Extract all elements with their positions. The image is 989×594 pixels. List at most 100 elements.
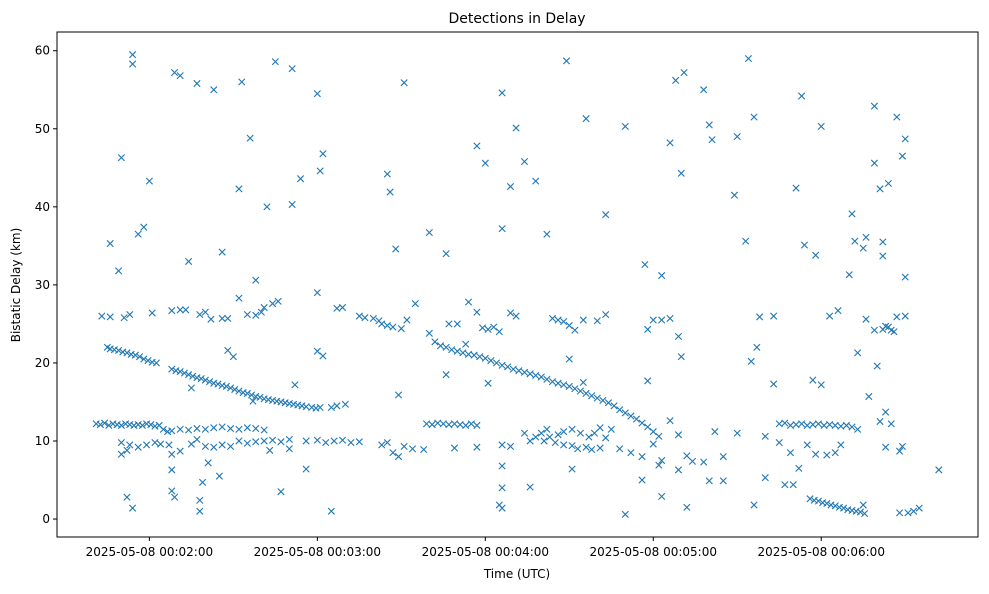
data-point: [473, 421, 481, 429]
data-point: [168, 487, 176, 495]
data-point: [851, 237, 859, 245]
data-point: [879, 238, 887, 246]
data-point: [196, 507, 204, 515]
data-point: [823, 451, 831, 459]
data-point: [327, 507, 335, 515]
data-point: [235, 185, 243, 193]
data-point: [464, 298, 473, 306]
data-point: [495, 328, 503, 336]
data-point: [431, 338, 439, 346]
data-point: [322, 438, 330, 447]
data-point: [742, 237, 750, 245]
data-point: [274, 297, 282, 305]
data-point: [506, 309, 515, 317]
x-tick-label: 2025-05-08 00:06:00: [758, 545, 885, 559]
data-point: [196, 496, 204, 504]
data-point: [198, 478, 207, 486]
data-point: [733, 133, 741, 141]
data-point: [313, 90, 321, 98]
data-point: [176, 447, 184, 455]
y-tick-label: 0: [42, 512, 50, 526]
data-point: [210, 443, 218, 451]
data-point: [548, 378, 557, 386]
data-point: [313, 347, 321, 355]
data-point: [621, 409, 629, 417]
data-point: [865, 392, 873, 401]
data-point: [484, 325, 492, 333]
data-point: [599, 396, 607, 404]
data-point: [428, 421, 436, 429]
data-point: [560, 428, 568, 436]
data-point: [476, 353, 484, 361]
data-point: [330, 437, 338, 445]
data-point: [394, 391, 403, 399]
data-point: [666, 314, 674, 323]
data-point: [616, 445, 624, 453]
y-tick-label: 50: [35, 122, 50, 136]
data-point: [389, 323, 397, 331]
data-point: [571, 385, 579, 393]
data-point: [268, 436, 277, 444]
data-point: [814, 420, 823, 428]
data-point: [526, 437, 534, 445]
data-point: [823, 499, 831, 508]
data-point: [750, 113, 758, 121]
data-point: [750, 501, 758, 509]
data-point: [812, 450, 820, 458]
data-point: [798, 420, 806, 428]
data-point: [674, 466, 683, 474]
data-point: [546, 433, 554, 441]
data-point: [532, 433, 540, 441]
data-point: [574, 445, 582, 453]
x-tick-label: 2025-05-08 00:04:00: [422, 545, 549, 559]
data-point: [210, 424, 218, 432]
data-point: [180, 369, 188, 377]
data-point: [445, 320, 453, 328]
data-point: [117, 154, 125, 162]
data-point: [176, 72, 184, 80]
data-point: [593, 317, 601, 325]
data-point: [156, 440, 165, 448]
data-point: [607, 425, 615, 433]
data-point: [848, 423, 856, 431]
data-point: [803, 441, 811, 449]
data-point: [263, 203, 271, 211]
data-point: [252, 311, 260, 319]
data-point: [506, 182, 515, 191]
data-point: [285, 445, 293, 453]
data-point: [361, 314, 369, 322]
data-point: [117, 450, 125, 458]
data-point: [560, 381, 568, 389]
data-point: [151, 438, 159, 447]
data-point: [571, 326, 579, 334]
data-point: [170, 493, 179, 501]
data-point: [582, 389, 590, 397]
data-point: [187, 440, 195, 448]
data-point: [604, 399, 613, 407]
data-point: [142, 441, 151, 449]
data-point: [498, 441, 506, 449]
data-point: [756, 313, 764, 321]
data-point: [809, 376, 817, 384]
data-point: [910, 507, 918, 515]
data-point: [593, 394, 601, 402]
data-point: [453, 320, 461, 328]
data-point: [543, 375, 551, 383]
data-point: [193, 435, 201, 444]
data-point: [168, 427, 176, 435]
data-point: [189, 372, 197, 380]
data-point: [201, 442, 209, 451]
data-point: [565, 321, 573, 330]
data-point: [114, 346, 123, 355]
data-point: [812, 251, 820, 259]
data-point: [193, 424, 201, 433]
data-point: [383, 321, 391, 330]
chart-title: Detections in Delay: [448, 11, 585, 27]
data-point: [249, 397, 257, 405]
data-point: [854, 425, 862, 433]
data-point: [442, 371, 450, 379]
data-point: [436, 342, 445, 350]
data-point: [123, 493, 131, 501]
data-point: [408, 445, 417, 453]
data-point: [596, 424, 604, 432]
